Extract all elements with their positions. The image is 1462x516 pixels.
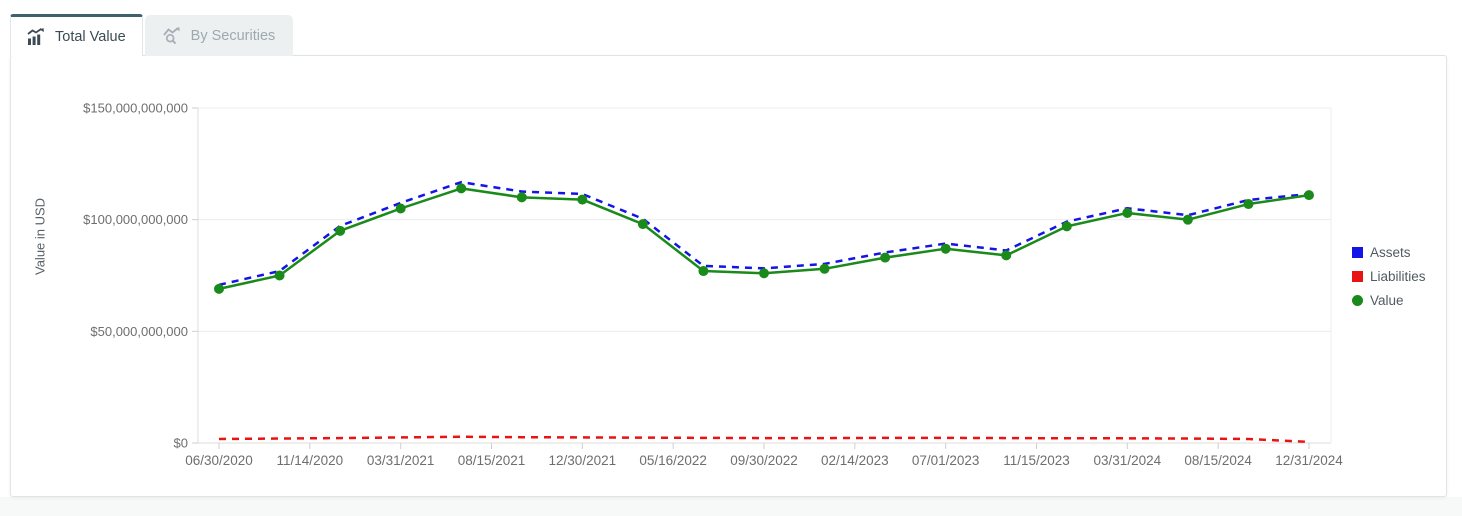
legend-item-liabilities[interactable]: Liabilities <box>1352 264 1426 288</box>
svg-text:11/14/2020: 11/14/2020 <box>277 453 344 468</box>
svg-text:07/01/2023: 07/01/2023 <box>912 453 980 468</box>
tab-total-value[interactable]: Total Value <box>10 14 143 56</box>
chart-plot-area[interactable]: $0 $50,000,000,000 $100,000,000,000 $150,00… <box>11 56 1444 494</box>
svg-text:06/30/2020: 06/30/2020 <box>185 453 253 468</box>
svg-text:03/31/2024: 03/31/2024 <box>1094 453 1162 468</box>
chart-search-icon <box>162 26 182 45</box>
svg-text:08/15/2024: 08/15/2024 <box>1184 453 1252 468</box>
svg-text:12/30/2021: 12/30/2021 <box>549 453 617 468</box>
chart-legend: Assets Liabilities Value <box>1352 240 1426 312</box>
svg-text:09/30/2022: 09/30/2022 <box>730 453 798 468</box>
legend-label-liabilities: Liabilities <box>1370 268 1426 284</box>
legend-swatch-value <box>1352 294 1363 306</box>
svg-text:11/15/2023: 11/15/2023 <box>1003 453 1070 468</box>
svg-text:$150,000,000,000: $150,000,000,000 <box>83 101 188 116</box>
svg-text:02/14/2023: 02/14/2023 <box>821 453 889 468</box>
legend-swatch-liabilities <box>1352 270 1363 282</box>
legend-swatch-assets <box>1352 246 1363 258</box>
svg-text:$50,000,000,000: $50,000,000,000 <box>90 324 188 339</box>
chart-panel: $0 $50,000,000,000 $100,000,000,000 $150,00… <box>10 55 1447 497</box>
legend-item-assets[interactable]: Assets <box>1352 240 1426 264</box>
svg-text:$100,000,000,000: $100,000,000,000 <box>83 212 188 227</box>
svg-text:12/31/2024: 12/31/2024 <box>1275 453 1343 468</box>
tab-label-total-value: Total Value <box>55 28 126 45</box>
legend-label-assets: Assets <box>1370 244 1411 260</box>
tab-bar: Total Value By Securities <box>10 14 294 56</box>
svg-text:03/31/2021: 03/31/2021 <box>367 453 435 468</box>
legend-label-value: Value <box>1370 292 1404 308</box>
svg-text:$0: $0 <box>174 436 188 451</box>
svg-text:05/16/2022: 05/16/2022 <box>639 453 707 468</box>
bar-chart-icon <box>27 28 46 45</box>
tab-by-securities[interactable]: By Securities <box>144 15 294 56</box>
page-background-strip <box>0 497 1462 516</box>
legend-item-value[interactable]: Value <box>1352 288 1426 312</box>
svg-text:08/15/2021: 08/15/2021 <box>458 453 526 468</box>
tab-label-by-securities: By Securities <box>190 27 276 44</box>
